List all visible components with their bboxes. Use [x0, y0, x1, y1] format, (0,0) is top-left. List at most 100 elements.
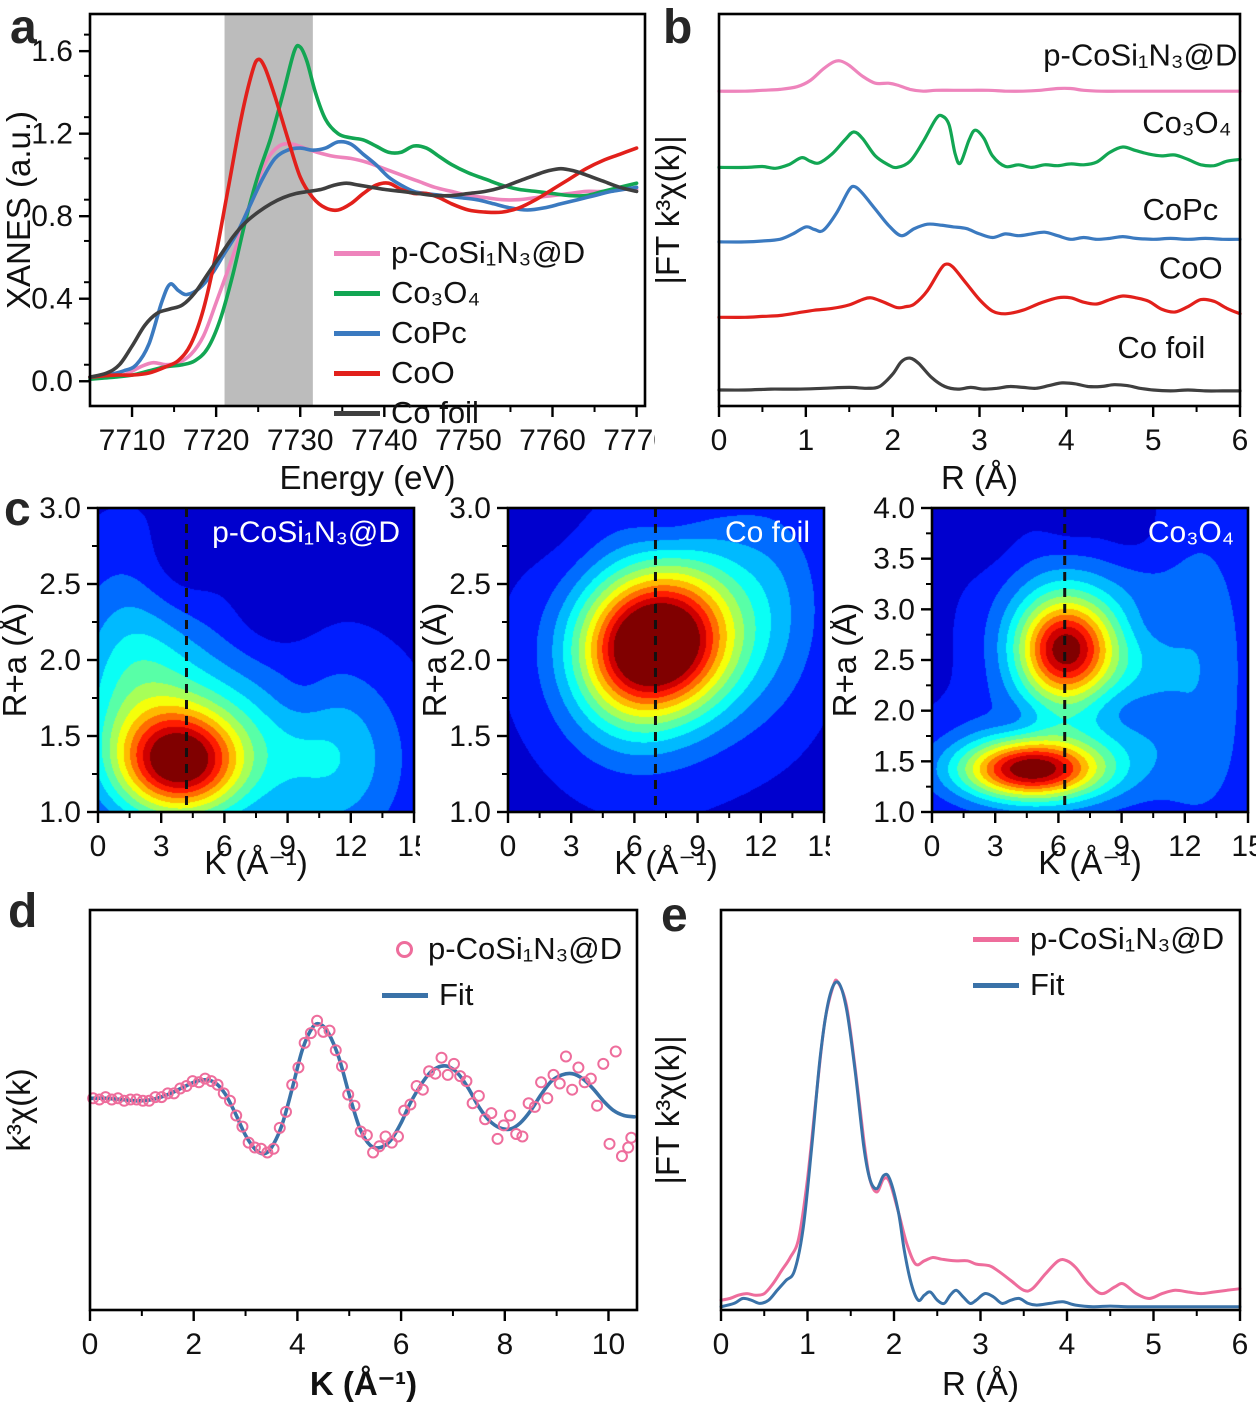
y-tick-label: 1.0	[449, 796, 491, 829]
y-tick-label: 2.5	[449, 568, 491, 601]
scatter-point	[625, 1131, 638, 1144]
series-line	[719, 980, 1242, 1309]
y-tick-label: 2.5	[39, 568, 81, 601]
scatter-point	[373, 1140, 386, 1153]
y-tick-label: 3.0	[449, 492, 491, 525]
panel-b-letter: b	[663, 1, 693, 54]
exafs-fit-k-chart: 0 2 4 6 8 10 K (Å⁻¹) k³χ(k)	[0, 876, 655, 1411]
panel-b: b p-CoSi₁N₃@D Co₃O₄ CoPc CoO Co foil 0 1 2 3 4 5 6 R…	[655, 0, 1256, 505]
line-swatch	[334, 330, 380, 336]
y-tick-label: 2.0	[39, 644, 81, 677]
wavelet-contour-co3o4: Co₃O₄036912151.01.52.02.53.03.54.0K (Å⁻¹…	[830, 470, 1256, 890]
x-tick-label: 15	[397, 830, 420, 863]
scatter-point	[292, 1061, 305, 1074]
x-tick-label: 9	[1113, 830, 1130, 863]
legend-item: Co₃O₄	[334, 273, 585, 313]
series-label: CoO	[1159, 250, 1223, 285]
x-tick-label: 6	[1050, 830, 1067, 863]
scatter-point	[217, 1087, 230, 1100]
y-tick-label: 1.5	[39, 720, 81, 753]
x-tick-label: 6	[1232, 1328, 1249, 1361]
x-tick-label: 3	[153, 830, 170, 863]
scatter-point	[298, 1036, 311, 1049]
legend-label: CoO	[391, 355, 455, 390]
scatter-point	[503, 1109, 516, 1122]
y-tick-label: 1.2	[31, 118, 73, 151]
x-tick-label: 12	[744, 830, 777, 863]
contour-canvas	[932, 508, 1248, 812]
scatter-point	[186, 1075, 199, 1088]
y-tick-label: 3.0	[39, 492, 81, 525]
scatter-point	[609, 1045, 622, 1058]
y-axis-label: R+a (Å)	[830, 603, 863, 718]
scatter-point	[93, 1093, 106, 1106]
scatter-point	[491, 1132, 504, 1145]
x-tick-label: 6	[626, 830, 643, 863]
scatter-point	[286, 1078, 299, 1091]
scatter-point	[460, 1075, 473, 1088]
y-axis-label: |FT k³χ(k)|	[655, 135, 686, 284]
line-swatch	[334, 410, 380, 416]
x-axis-label: Energy (eV)	[279, 459, 455, 496]
x-tick-label: 7720	[183, 424, 250, 457]
scatter-point	[416, 1083, 429, 1096]
x-tick-label: 6	[216, 830, 233, 863]
scatter-point	[510, 1128, 523, 1140]
panel-c1: c p-CoSi₁N₃@D036912151.01.52.02.53.0K (Å…	[0, 470, 420, 890]
y-tick-label: 3.5	[873, 543, 915, 576]
y-tick-label: 2.0	[449, 644, 491, 677]
scatter-point	[105, 1093, 118, 1106]
scatter-point	[118, 1094, 131, 1107]
scatter-point	[398, 1104, 411, 1117]
y-tick-label: 1.5	[449, 720, 491, 753]
legend-item: p-CoSi₁N₃@D	[973, 916, 1224, 962]
scatter-point	[578, 1076, 591, 1089]
x-tick-label: 7740	[351, 424, 418, 457]
x-tick-label: 2	[185, 1328, 202, 1361]
x-axis-label: K (Å⁻¹)	[1038, 844, 1142, 881]
scatter-point	[485, 1107, 498, 1120]
scatter-point	[323, 1024, 336, 1037]
x-tick-label: 7750	[435, 424, 502, 457]
scatter-point	[348, 1099, 361, 1112]
scatter-point	[360, 1129, 373, 1142]
scatter-point	[559, 1050, 572, 1063]
scatter-point	[329, 1044, 342, 1057]
legend-label: p-CoSi₁N₃@D	[1030, 921, 1225, 956]
x-tick-label: 5	[1145, 1328, 1162, 1361]
fit-k-legend: p-CoSi₁N₃@D Fit	[382, 926, 622, 1018]
y-tick-label: 1.5	[873, 745, 915, 778]
wavelet-contour-pcosin: p-CoSi₁N₃@D036912151.01.52.02.53.0K (Å⁻¹…	[0, 470, 420, 890]
x-axis-label: R (Å)	[941, 459, 1018, 496]
scatter-point	[566, 1083, 579, 1096]
y-tick-label: 2.5	[873, 644, 915, 677]
series-line	[717, 262, 1242, 319]
scatter-point	[211, 1078, 224, 1091]
x-tick-label: 12	[334, 830, 367, 863]
x-tick-label: 7730	[267, 424, 334, 457]
x-tick-label: 0	[713, 1328, 730, 1361]
plot-frame	[930, 506, 1250, 814]
legend-item: Fit	[382, 972, 622, 1018]
xanes-legend: p-CoSi₁N₃@D Co₃O₄ CoPc CoO Co foil	[334, 233, 585, 433]
legend-label: Fit	[1030, 967, 1065, 1002]
panel-c2: Co foil036912151.01.52.02.53.0K (Å⁻¹)R+a…	[420, 470, 830, 890]
plot-frame	[88, 908, 639, 1312]
scatter-point	[497, 1119, 510, 1132]
x-tick-label: 6	[1232, 424, 1249, 457]
x-tick-label: 9	[689, 830, 706, 863]
x-tick-label: 9	[279, 830, 296, 863]
x-tick-label: 0	[711, 424, 728, 457]
y-tick-label: 0.0	[31, 365, 73, 398]
scatter-point	[87, 1092, 100, 1105]
line-swatch	[973, 936, 1019, 942]
series-label: Co₃O₄	[1142, 105, 1231, 140]
scatter-point	[279, 1105, 292, 1118]
scatter-point	[130, 1093, 143, 1106]
scatter-point	[429, 1067, 442, 1080]
series-line	[88, 57, 639, 379]
legend-item: p-CoSi₁N₃@D	[334, 233, 585, 273]
x-tick-label: 0	[90, 830, 107, 863]
